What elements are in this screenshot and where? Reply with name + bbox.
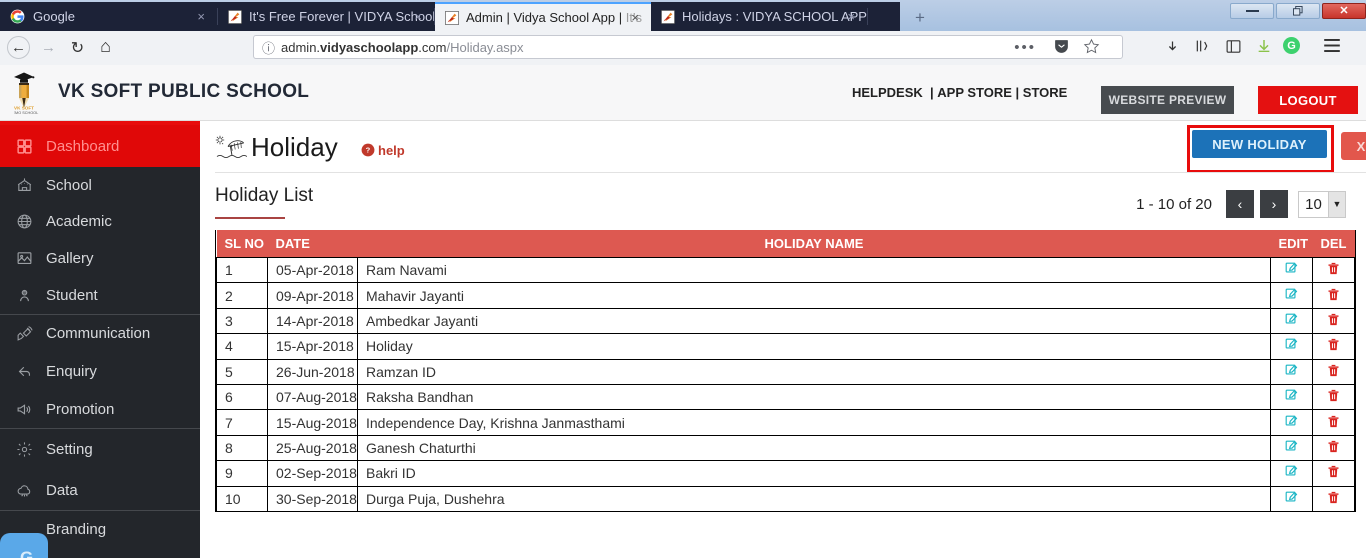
svg-text:VK SOFT: VK SOFT bbox=[14, 106, 34, 111]
svg-text:DEMO SCHOOL: DEMO SCHOOL bbox=[14, 111, 38, 115]
svg-text:G: G bbox=[20, 548, 33, 558]
svg-text:?: ? bbox=[366, 146, 371, 155]
